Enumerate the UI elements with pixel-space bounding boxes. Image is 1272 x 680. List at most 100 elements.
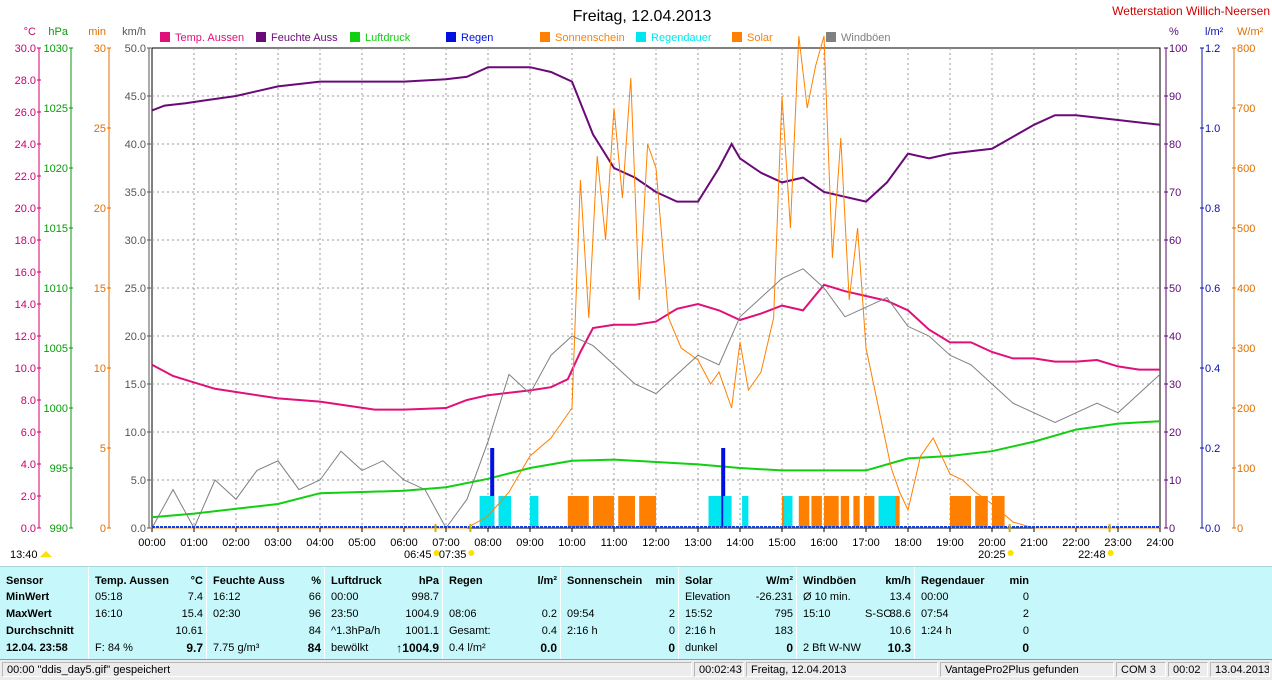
stats-row: 00:00 998.7 <box>331 590 439 605</box>
stats-header: Regen l/m² <box>449 574 557 589</box>
stats-row: MaxWert <box>6 607 84 622</box>
stats-cell-label: 02:30 <box>213 608 241 620</box>
station-name: Wetterstation Willich-Neersen <box>1112 4 1270 18</box>
stats-cell-value: 0.2 <box>541 608 557 620</box>
stats-cell-value: 0 <box>1022 591 1029 603</box>
axis-unit-left: km/h <box>122 26 146 38</box>
axis-unit-right: % <box>1169 26 1179 38</box>
axis-tick-left: 45.0 <box>125 91 146 103</box>
duration-bar <box>992 496 1005 528</box>
stats-cell-value: 1001.1 <box>405 625 439 637</box>
stats-row: Durchschnitt <box>6 624 84 639</box>
duration-bar <box>811 496 822 528</box>
stats-cell-label: 1:24 h <box>921 625 952 637</box>
axis-tick-left: 12.0 <box>15 331 36 343</box>
axis-tick-left: 0.0 <box>131 523 146 535</box>
stats-header-unit: °C <box>190 575 203 587</box>
duration-bar <box>479 496 495 528</box>
stats-header-unit: l/m² <box>537 575 557 587</box>
duration-bar <box>708 496 722 528</box>
legend-label: Regen <box>461 32 493 44</box>
axis-tick-left: 990 <box>50 523 68 535</box>
series-line <box>151 268 1161 530</box>
axis-tick-right: 20 <box>1169 427 1181 439</box>
stats-cell-label: 15:10 <box>803 608 831 620</box>
legend-swatch <box>732 32 742 42</box>
stats-row: 00:00 0 <box>921 590 1029 605</box>
axis-tick-right: 1.2 <box>1205 43 1220 55</box>
stats-column: Regen l/m² 08:06 0.2 Gesamt: 0.4 0.4 l/m² 0.0 <box>442 567 561 659</box>
stats-cell-value: 0 <box>1022 625 1029 637</box>
axis-tick-right: 40 <box>1169 331 1181 343</box>
axis-tick-left: 0.0 <box>21 523 36 535</box>
stats-row: Gesamt: 0.4 <box>449 624 557 639</box>
axis-tick-right: 0.0 <box>1205 523 1220 535</box>
stats-cell-label: 00:00 <box>921 591 949 603</box>
legend-swatch <box>160 32 170 42</box>
stats-header: Sonnenschein min <box>567 574 675 589</box>
stats-cell-label: 16:12 <box>213 591 241 603</box>
axis-tick-right: 60 <box>1169 235 1181 247</box>
axis-tick-right: 500 <box>1237 223 1255 235</box>
stats-cell-label: 15:52 <box>685 608 713 620</box>
sun-marker-icon <box>468 550 475 556</box>
stats-row: 0 <box>567 641 675 656</box>
legend-label: Feuchte Auss <box>271 32 338 44</box>
series-line <box>152 35 1160 529</box>
stats-cell-label: 00:00 <box>331 591 359 603</box>
series-line <box>151 420 1161 519</box>
axis-tick-left: 10.0 <box>125 427 146 439</box>
stats-cell-label: 7.75 g/m³ <box>213 642 260 654</box>
axis-tick-left: 14.0 <box>15 299 36 311</box>
status-interval: 00:02 <box>1168 662 1208 677</box>
axis-tick-left: 1000 <box>44 403 68 415</box>
stats-header-unit: min <box>655 575 675 587</box>
duration-bar <box>498 496 512 528</box>
axis-tick-left: 35.0 <box>125 187 146 199</box>
stats-column: Feuchte Auss% 16:12 66 02:30 96 84 7.75 g/m³ 84 <box>206 567 325 659</box>
axis-tick-right: 0 <box>1237 523 1243 535</box>
stats-row: MinWert <box>6 590 84 605</box>
duration-bar <box>975 496 988 528</box>
rain-bar <box>721 448 726 528</box>
stats-cell-value: -26.231 <box>755 591 793 603</box>
x-tick-label: 03:00 <box>264 537 292 549</box>
legend-label: Sonnenschein <box>555 32 625 44</box>
x-tick-label: 01:00 <box>180 537 208 549</box>
stats-cell-label: 12.04. 23:58 <box>6 642 68 654</box>
stats-cell-value: 96 <box>308 608 321 620</box>
stats-column: Sensor MinWert MaxWert Durchschnitt 12.04. 2… <box>0 567 88 659</box>
x-tick-label: 20:00 <box>978 537 1006 549</box>
stats-header-unit: W/m² <box>766 575 793 587</box>
duration-bar <box>824 496 839 528</box>
chart-title: Freitag, 12.04.2013 <box>573 8 712 25</box>
axis-tick-right: 0.6 <box>1205 283 1220 295</box>
x-tick-label: 07:00 <box>432 537 460 549</box>
chart-legend: Temp. Aussen Feuchte Auss Luftdruck Regen So… <box>160 32 891 44</box>
axis-tick-left: 30.0 <box>15 43 36 55</box>
axis-tick-left: 25.0 <box>125 283 146 295</box>
axis-tick-left: 50.0 <box>125 43 146 55</box>
status-elapsed: 00:02:43 <box>694 662 744 677</box>
axis-tick-left: 995 <box>50 463 68 475</box>
stats-header-label: Regendauer <box>921 575 985 587</box>
stats-header: Windböen km/h <box>803 574 911 589</box>
x-axis: 00:00 01:00 02:00 03:00 04:00 05:00 06:00 07:00… <box>10 524 1174 561</box>
stats-row: 2 Bft W-NW 10.3 <box>803 641 911 656</box>
legend-label: Regendauer <box>651 32 712 44</box>
stats-header: Temp. Aussen °C <box>95 574 203 589</box>
stats-header: Sensor <box>6 574 84 589</box>
duration-bar <box>798 496 810 528</box>
stats-cell-value: 998.7 <box>411 591 439 603</box>
axis-tick-left: 30.0 <box>125 235 146 247</box>
stats-row: 07:54 2 <box>921 607 1029 622</box>
axis-tick-left: 1010 <box>44 283 68 295</box>
stats-row: bewölkt ↑1004.9 <box>331 641 439 656</box>
stats-row: F: 84 % 9.7 <box>95 641 203 656</box>
status-message: 00:00 "ddis_day5.gif" gespeichert <box>2 662 692 677</box>
stats-cell-value: ↑1004.9 <box>396 641 439 655</box>
stats-header-unit: hPa <box>418 575 439 587</box>
status-device: VantagePro2Plus gefunden <box>940 662 1114 677</box>
stats-row: 16:10 15.4 <box>95 607 203 622</box>
axis-tick-left: 30 <box>94 43 106 55</box>
